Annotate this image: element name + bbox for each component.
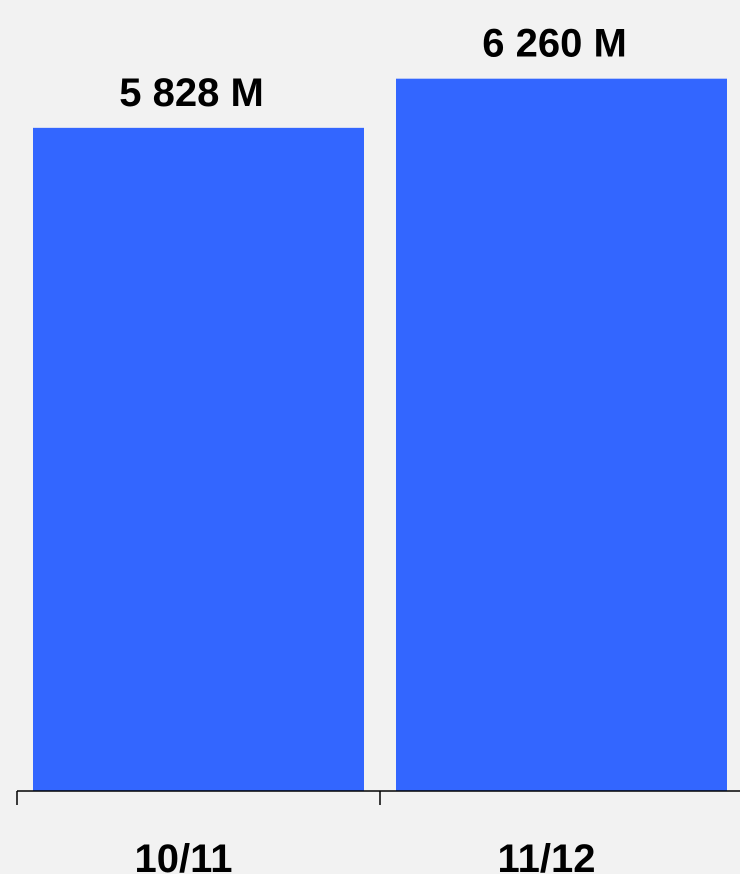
x-axis-tick-labels: 10/11 11/12	[135, 837, 596, 874]
value-labels-group: 5 828 M 6 260 M	[119, 22, 627, 115]
x-axis-ticks	[16, 791, 381, 805]
bar-11-12	[396, 78, 727, 792]
data-label-11-12: 6 260 M	[482, 22, 627, 66]
x-tick-label-10-11: 10/11	[135, 837, 233, 874]
data-label-10-11: 5 828 M	[119, 71, 264, 115]
bars-group	[33, 78, 727, 792]
bar-10-11	[33, 127, 364, 792]
x-tick-label-11-12: 11/12	[498, 837, 596, 874]
